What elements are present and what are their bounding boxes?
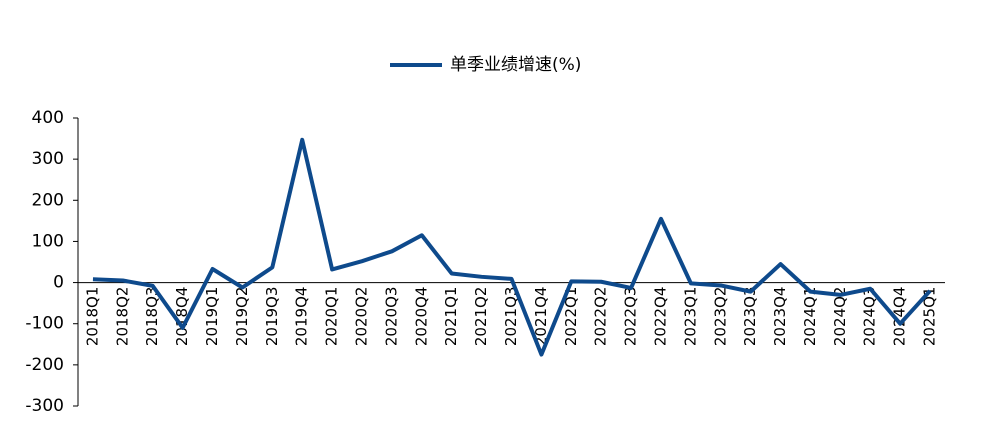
y-tick-label: -200 [25, 355, 64, 375]
x-tick-label: 2022Q1 [562, 287, 580, 347]
x-tick-label: 2023Q3 [741, 287, 759, 347]
x-tick-label: 2024Q3 [861, 287, 879, 347]
y-tick-label: 400 [32, 108, 64, 128]
x-tick-label: 2018Q1 [83, 287, 101, 347]
x-tick-label: 2023Q1 [681, 287, 699, 347]
x-tick-label: 2019Q1 [203, 287, 221, 347]
x-tick-label: 2022Q3 [622, 287, 640, 347]
x-tick-label: 2023Q4 [771, 287, 789, 347]
x-tick-label: 2021Q2 [472, 287, 490, 347]
y-tick-label: 0 [53, 273, 64, 293]
x-tick-label: 2024Q4 [891, 287, 909, 347]
x-tick-label: 2020Q1 [323, 287, 341, 347]
y-tick-label: 100 [32, 231, 64, 251]
y-tick-label: -300 [25, 396, 64, 416]
x-tick-label: 2020Q3 [382, 287, 400, 347]
x-tick-label: 2020Q4 [412, 287, 430, 347]
y-tick-label: -100 [25, 314, 64, 334]
y-tick-label: 300 [32, 149, 64, 169]
x-tick-label: 2018Q2 [113, 287, 131, 347]
series-line [92, 137, 932, 357]
x-tick-label: 2019Q3 [263, 287, 281, 347]
x-tick-label: 2021Q3 [502, 287, 520, 347]
x-tick-label: 2019Q4 [293, 287, 311, 347]
x-tick-label: 2025Q1 [921, 287, 939, 347]
x-tick-label: 2024Q1 [801, 287, 819, 347]
x-tick-label: 2022Q2 [592, 287, 610, 347]
x-tick-label: 2019Q2 [233, 287, 251, 347]
y-tick-label: 200 [32, 190, 64, 210]
x-tick-label: 2018Q3 [143, 287, 161, 347]
x-tick-label: 2023Q2 [711, 287, 729, 347]
x-tick-label: 2021Q4 [532, 287, 550, 347]
x-tick-label: 2022Q4 [651, 287, 669, 347]
x-tick-label: 2024Q2 [831, 287, 849, 347]
x-tick-label: 2021Q1 [442, 287, 460, 347]
x-tick-label: 2018Q4 [173, 287, 191, 347]
legend-label: 单季业绩增速(%) [450, 55, 581, 75]
x-tick-label: 2020Q2 [353, 287, 371, 347]
